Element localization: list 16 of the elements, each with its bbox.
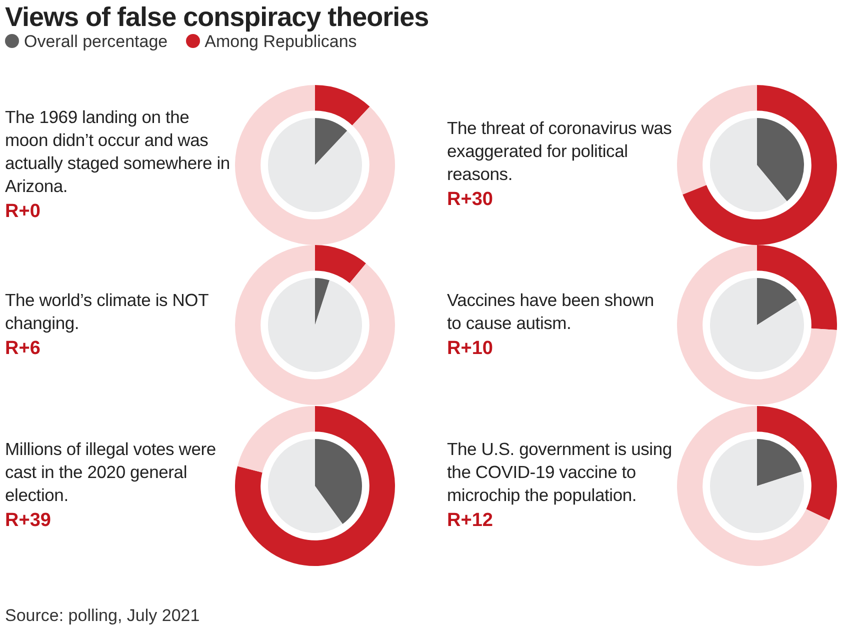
text: R+12 <box>447 510 494 532</box>
legend-label: Among Republicans <box>204 32 357 52</box>
text: The 1969 landing on the moon didn’t occur and was actually staged somewhere in Arizona. <box>5 106 230 198</box>
source-note: Source: polling, July 2021 <box>5 606 200 626</box>
chart-title: Views of false conspiracy theories <box>5 1 429 34</box>
text: R+0 <box>5 200 42 222</box>
text: Vaccines have been shown to cause autism. <box>447 288 655 334</box>
text: R+6 <box>5 338 42 360</box>
text: The threat of coronavirus was exaggerated for political reasons. <box>447 117 672 186</box>
legend-label: Overall percentage <box>23 32 168 52</box>
text: Millions of illegal votes were cast in the 2020 general election. <box>5 438 217 507</box>
text: R+39 <box>5 510 52 532</box>
text: R+10 <box>447 338 494 360</box>
text: R+30 <box>447 189 494 211</box>
text: The world’s climate is NOT changing. <box>5 288 210 334</box>
text: The U.S. government is using the COVID-19 vaccine to microchip the population. <box>447 438 672 507</box>
